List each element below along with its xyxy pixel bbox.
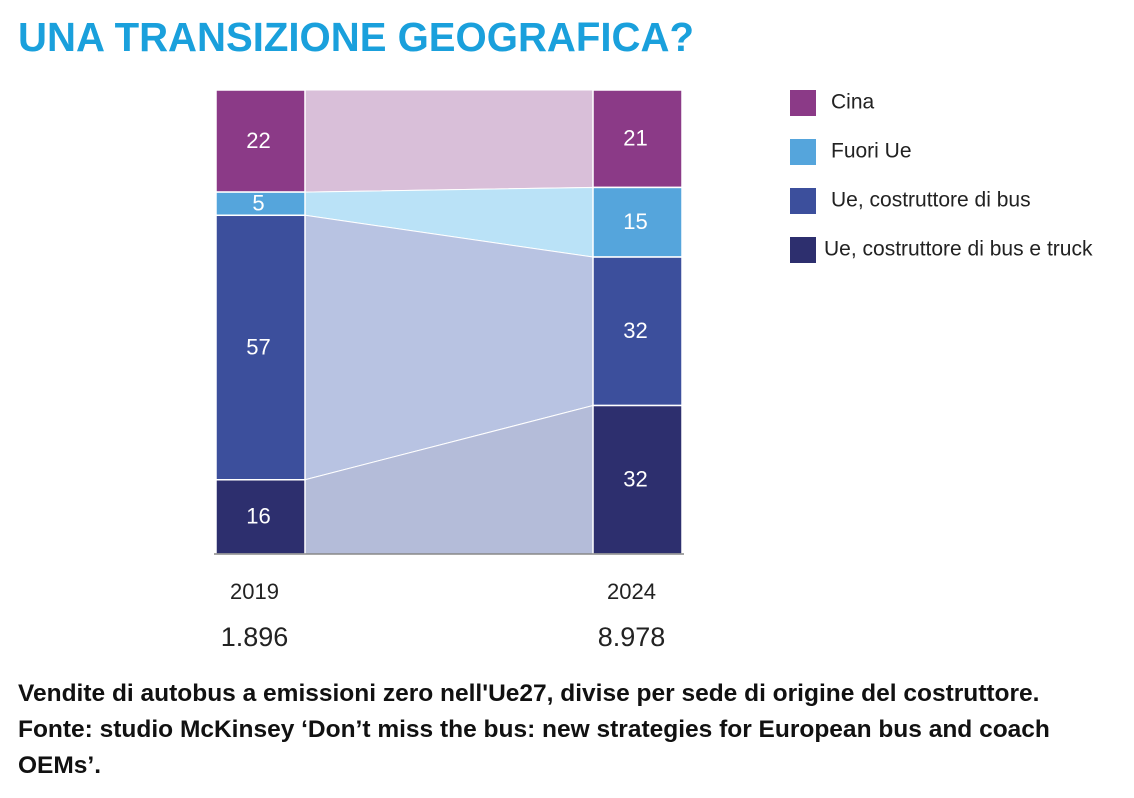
- x-tick-label: 2024: [607, 579, 656, 604]
- value-label: 32: [623, 318, 647, 343]
- caption: Vendite di autobus a emissioni zero nell…: [18, 680, 1050, 779]
- value-label: 5: [252, 190, 264, 215]
- bar-segment: [215, 479, 306, 555]
- category-total: 1.896: [221, 622, 289, 652]
- legend-swatch: [790, 188, 816, 214]
- legend-label: Cina: [831, 91, 875, 114]
- x-tick-label: 2019: [230, 579, 279, 604]
- legend-swatch: [790, 90, 816, 116]
- value-label: 21: [623, 126, 647, 151]
- bar-segment: [215, 89, 306, 193]
- bar-segment: [592, 404, 683, 555]
- value-label: 57: [246, 334, 270, 359]
- chart: UNA TRANSIZIONE GEOGRAFICA? 22 5 57 16 2019 1…: [18, 14, 1093, 652]
- legend-swatch: [790, 237, 816, 263]
- chart-title: UNA TRANSIZIONE GEOGRAFICA?: [18, 14, 694, 60]
- legend-swatch: [790, 139, 816, 165]
- value-label: 16: [246, 504, 270, 529]
- legend-label: Ue, costruttore di bus e truck: [824, 238, 1093, 261]
- bar-segment: [215, 214, 306, 481]
- ribbon: [304, 89, 594, 193]
- bar-segment: [592, 89, 683, 189]
- value-label: 32: [623, 467, 647, 492]
- bar-segment: [592, 186, 683, 258]
- bar-segment: [592, 256, 683, 407]
- legend-label: Fuori Ue: [831, 140, 912, 163]
- value-label: 15: [623, 209, 647, 234]
- value-label: 22: [246, 128, 270, 153]
- category-total: 8.978: [598, 622, 666, 652]
- legend-label: Ue, costruttore di bus: [831, 189, 1031, 212]
